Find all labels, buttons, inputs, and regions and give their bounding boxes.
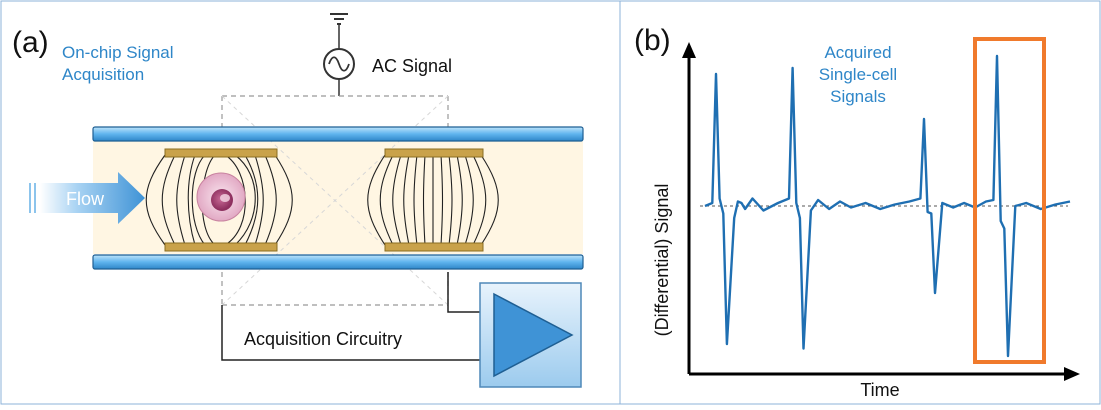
electrode-bottom-left (164, 242, 278, 252)
microchannel (93, 140, 583, 254)
ac-source-icon (323, 13, 355, 96)
x-axis-arrow-icon (1064, 367, 1080, 381)
annotation-line3: Signals (830, 87, 886, 106)
highlight-box (973, 37, 1046, 364)
electrode-bottom-right (384, 242, 484, 252)
flow-label: Flow (66, 189, 105, 209)
electrode-top-left (164, 148, 278, 158)
annotation-line1: Acquired (824, 43, 891, 62)
electrode-top-right (384, 148, 484, 158)
cell-icon (196, 172, 246, 222)
y-axis-arrow-icon (682, 42, 696, 58)
channel-wall-bottom (92, 254, 584, 270)
channel-wall-top (92, 126, 584, 142)
signal-trace (704, 54, 1071, 358)
panel-b-label: (b) (634, 24, 671, 57)
annotation-line2: Single-cell (819, 65, 897, 84)
panel-a: (a) On-chip Signal Acquisition AC Signal (12, 13, 584, 388)
circuit-label: Acquisition Circuitry (244, 329, 402, 349)
field-lines-right (367, 154, 499, 246)
panel-a-label: (a) (12, 26, 49, 59)
panel-b: (b) Acquired Single-cell Signals (Differ… (634, 24, 1080, 400)
y-axis-label: (Differential) Signal (652, 184, 672, 337)
panel-a-subtitle-line1: On-chip Signal (62, 43, 174, 62)
amplifier-icon (479, 282, 582, 388)
panel-b-frame (619, 0, 1101, 405)
flow-arrow (29, 172, 145, 224)
panel-a-subtitle-line2: Acquisition (62, 65, 144, 84)
ac-signal-label: AC Signal (372, 56, 452, 76)
x-axis-label: Time (860, 380, 899, 400)
circuit-wires (221, 272, 480, 361)
